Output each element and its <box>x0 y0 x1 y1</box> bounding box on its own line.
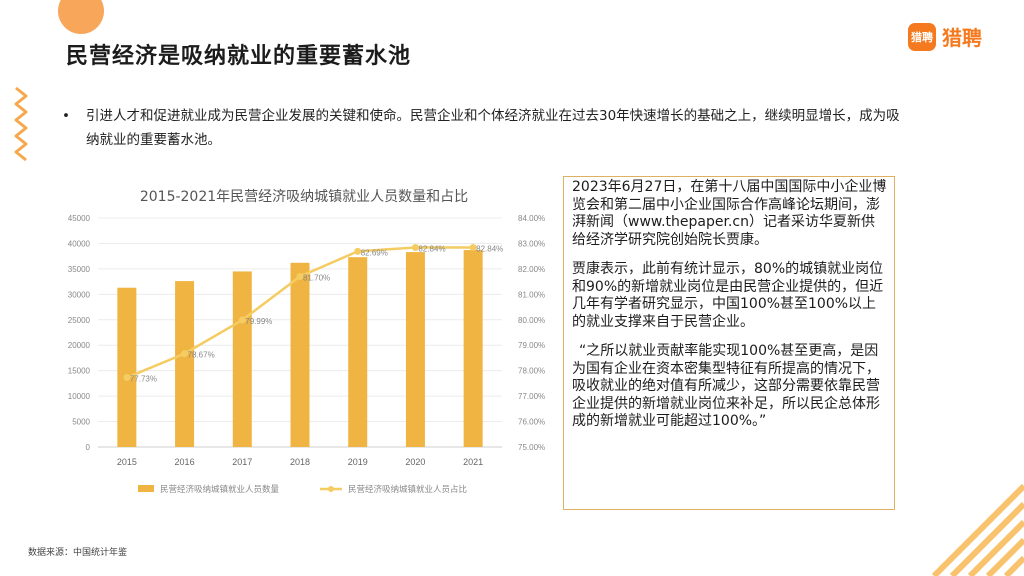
y-left-tick-label: 45000 <box>68 214 91 223</box>
share-data-label: 82.69% <box>361 248 388 257</box>
legend-line-label: 民营经济吸纳城镇就业人员占比 <box>348 484 467 494</box>
chart-title: 2015-2021年民营经济吸纳城镇就业人员数量和占比 <box>139 189 469 205</box>
y-left-tick-label: 35000 <box>68 265 91 274</box>
quote-box: 2023年6月27日，在第十八届中国国际中小企业博览会和第二届中小企业国际合作高… <box>563 176 895 510</box>
share-point-2018 <box>296 273 304 281</box>
x-tick-label: 2019 <box>348 457 368 467</box>
y-left-tick-label: 20000 <box>68 341 91 350</box>
employment-chart: 0 5000 10000 15000 20000 25000 30000 35000 40000… <box>68 214 545 494</box>
brand-logo: 猎聘 猎聘 <box>908 22 982 51</box>
y-right-tick-label: 77.00% <box>518 392 545 401</box>
y-right-tick-label: 78.00% <box>518 367 545 376</box>
share-point-2015 <box>123 374 131 382</box>
bullet-text: 引进人才和促进就业成为民营企业发展的关键和使命。民营企业和个体经济就业在过去30… <box>86 108 900 148</box>
y-left-tick-label: 40000 <box>68 239 91 248</box>
bar-2021 <box>463 250 483 447</box>
decorative-stripes <box>931 483 1024 576</box>
legend-bar-label: 民营经济吸纳城镇就业人员数量 <box>160 484 280 494</box>
x-tick-label: 2016 <box>175 457 195 467</box>
y-left-tick-label: 30000 <box>68 290 91 299</box>
logo-badge: 猎聘 <box>908 22 936 51</box>
x-tick-label: 2017 <box>232 457 252 467</box>
x-tick-label: 2021 <box>463 457 483 467</box>
bar-2016 <box>175 281 195 447</box>
page-title: 民营经济是吸纳就业的重要蓄水池 <box>66 44 412 69</box>
share-data-label: 78.67% <box>188 351 215 360</box>
legend-line-marker <box>328 486 334 492</box>
x-tick-label: 2018 <box>290 457 310 467</box>
y-left-tick-label: 25000 <box>68 316 91 325</box>
x-tick-label: 2015 <box>117 457 137 467</box>
y-right-tick-label: 81.00% <box>518 290 545 299</box>
y-left-tick-label: 15000 <box>68 367 91 376</box>
bullet-dot: • <box>62 108 70 124</box>
quote-paragraph-3: “之所以就业贡献率能实现100%甚至更高，是因为国有企业在资本密集型特征有所提高… <box>572 343 880 429</box>
y-right-tick-label: 83.00% <box>518 239 545 248</box>
y-right-tick-label: 82.00% <box>518 265 545 274</box>
share-point-2017 <box>238 316 246 324</box>
y-right-tick-label: 84.00% <box>518 214 545 223</box>
intro-bullet: • 引进人才和促进就业成为民营企业发展的关键和使命。民营企业和个体经济就业在过去… <box>62 104 902 152</box>
bar-2020 <box>405 252 425 447</box>
share-point-2020 <box>411 244 419 252</box>
bar-2018 <box>290 262 310 447</box>
decorative-wave <box>14 86 28 162</box>
data-source: 数据来源：中国统计年鉴 <box>28 548 128 558</box>
y-right-tick-label: 79.00% <box>518 341 545 350</box>
bar-2017 <box>232 271 252 447</box>
legend-bar-swatch <box>138 485 154 492</box>
y-left-tick-label: 5000 <box>72 418 90 427</box>
share-data-label: 77.73% <box>130 375 157 384</box>
y-left-tick-label: 10000 <box>68 392 91 401</box>
share-data-label: 79.99% <box>245 317 272 326</box>
bar-2019 <box>348 257 368 447</box>
share-data-label: 82.84% <box>418 245 445 254</box>
share-point-2021 <box>469 244 477 252</box>
share-point-2019 <box>354 247 362 255</box>
y-right-tick-label: 80.00% <box>518 316 545 325</box>
y-right-tick-label: 76.00% <box>518 418 545 427</box>
quote-paragraph-2: 贾康表示，此前有统计显示，80%的城镇就业岗位和90%的新增就业岗位是由民营企业… <box>572 261 884 330</box>
y-right-tick-label: 75.00% <box>518 443 545 452</box>
logo-text: 猎聘 <box>942 26 982 50</box>
share-point-2016 <box>181 350 189 358</box>
share-data-label: 81.70% <box>303 274 330 283</box>
y-left-tick-label: 0 <box>86 443 91 452</box>
share-data-label: 82.84% <box>476 245 503 254</box>
quote-paragraph-1: 2023年6月27日，在第十八届中国国际中小企业博览会和第二届中小企业国际合作高… <box>572 179 887 248</box>
decorative-circle <box>58 0 104 34</box>
x-tick-label: 2020 <box>405 457 425 467</box>
bar-2015 <box>117 287 137 447</box>
